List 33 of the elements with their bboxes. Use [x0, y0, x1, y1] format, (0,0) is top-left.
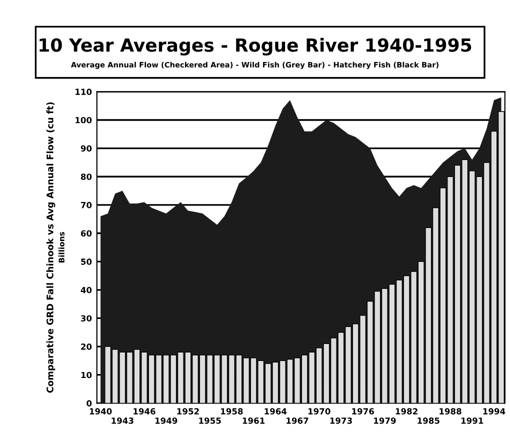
x-tick-label: 1949 [155, 418, 178, 424]
x-tick-label: 1961 [242, 418, 265, 424]
x-tick-label: 1991 [461, 418, 484, 424]
x-tick-label: 1973 [330, 418, 352, 424]
chart-title: 10 Year Averages - Rogue River 1940-1995 [40, 38, 472, 56]
x-tick-label: 1967 [286, 418, 308, 424]
y-tick-label: 20 [81, 344, 92, 350]
y-tick-label: 90 [80, 145, 92, 152]
y-tick-label: 50 [81, 258, 92, 265]
y-tick-label: 10 [81, 372, 92, 378]
y-tick-label: 110 [76, 88, 92, 95]
x-tick-label: 1970 [308, 408, 330, 414]
x-tick-label: 1994 [483, 408, 506, 414]
x-tick-label: 1982 [396, 408, 418, 414]
y-tick-label: 70 [81, 202, 92, 208]
x-tick-label: 1943 [112, 418, 134, 424]
x-tick-label: 1988 [440, 408, 462, 414]
y-tick-label: 80 [80, 174, 92, 180]
x-tick-label: 1976 [352, 408, 374, 414]
x-tick-label: 1955 [199, 418, 221, 424]
y-axis-title: Comparative GRD Fall Chinook vs Avg Annual Flow (cu ft) [46, 102, 56, 393]
y-tick-label: 40 [80, 286, 92, 294]
y-tick-label: 0 [86, 400, 92, 406]
y-tick-label: 30 [81, 315, 92, 322]
y-tick-label: 60 [80, 230, 92, 237]
x-tick-label: 1964 [264, 408, 287, 414]
x-tick-label: 1940 [90, 408, 112, 414]
x-tick-label: 1952 [177, 408, 199, 414]
x-tick-label: 1946 [134, 408, 156, 414]
x-tick-label: 1985 [418, 418, 440, 424]
x-tick-label: 1979 [374, 418, 396, 424]
x-tick-label: 1958 [221, 408, 243, 414]
y-tick-label: 100 [76, 116, 92, 124]
